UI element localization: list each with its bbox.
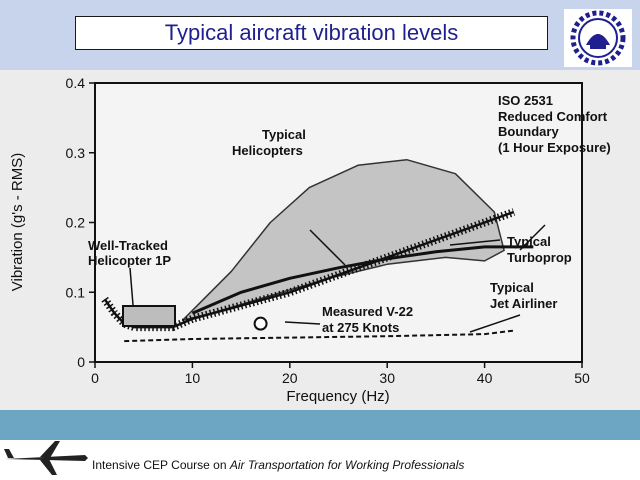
- annotation-jet-airliner: Typical Jet Airliner: [490, 280, 557, 311]
- x-tick-label: 20: [282, 370, 298, 386]
- annotation-turboprop: Typical Turboprop: [507, 234, 572, 265]
- x-tick-label: 0: [91, 370, 99, 386]
- footer-course-name: Air Transportation for Working Professio…: [229, 458, 465, 472]
- y-tick-label: 0.4: [66, 75, 86, 91]
- footer-text: Intensive CEP Course on Air Transportati…: [92, 458, 464, 472]
- axis-ticks: 0 10 20 30 40 50 0 0.1 0.2 0.3 0.4: [66, 75, 590, 386]
- x-tick-label: 40: [477, 370, 493, 386]
- well-tracked-leader: [129, 267, 134, 306]
- y-tick-label: 0.2: [66, 215, 86, 231]
- y-axis-label: Vibration (g's - RMS): [9, 153, 26, 291]
- slide-title: Typical aircraft vibration levels: [164, 20, 459, 45]
- jet-airliner-line: [124, 329, 514, 343]
- v22-marker: [253, 316, 268, 331]
- series-layer: [101, 208, 534, 343]
- markers-layer: [253, 316, 268, 331]
- gear-seal-icon: [570, 10, 626, 66]
- footer-strip: [0, 440, 640, 480]
- iso-boundary-line: [103, 210, 515, 329]
- annotation-v22: Measured V-22 at 275 Knots: [322, 304, 417, 335]
- x-axis-label: Frequency (Hz): [286, 388, 389, 405]
- helicopter-region-layer: [181, 158, 505, 321]
- annotation-well-tracked: Well-Tracked Helicopter 1P: [88, 238, 172, 268]
- vibration-chart: 0 10 20 30 40 50 0 0.1 0.2 0.3 0.4 Typical Helicop…: [9, 75, 611, 405]
- footer-prefix: Intensive CEP Course on: [92, 458, 230, 472]
- jet-leader: [469, 314, 521, 333]
- iso-leader: [519, 224, 546, 251]
- chart-figure: 0 10 20 30 40 50 0 0.1 0.2 0.3 0.4 Typical Helicop…: [0, 70, 640, 410]
- annotation-helicopters: Typical Helicopters: [232, 127, 309, 158]
- annotation-leaders: [129, 224, 546, 333]
- v22-leader: [284, 321, 321, 325]
- x-tick-label: 30: [379, 370, 395, 386]
- x-tick-label: 50: [574, 370, 590, 386]
- helicopter-region: [181, 158, 505, 321]
- y-tick-label: 0: [77, 354, 85, 370]
- helicopters-leader: [309, 229, 346, 266]
- turboprop-line: [191, 245, 534, 315]
- y-tick-label: 0.1: [66, 284, 86, 300]
- institute-logo: [564, 9, 632, 67]
- x-tick-label: 10: [185, 370, 201, 386]
- slide-header: Typical aircraft vibration levels: [0, 0, 640, 70]
- well-tracked-box: [122, 305, 176, 327]
- y-tick-label: 0.3: [66, 145, 86, 161]
- airplane-icon: [4, 441, 88, 475]
- slide-title-box: Typical aircraft vibration levels: [75, 16, 548, 50]
- turboprop-leader: [449, 239, 501, 246]
- annotation-iso-boundary: ISO 2531 Reduced Comfort Boundary (1 Hou…: [498, 93, 611, 155]
